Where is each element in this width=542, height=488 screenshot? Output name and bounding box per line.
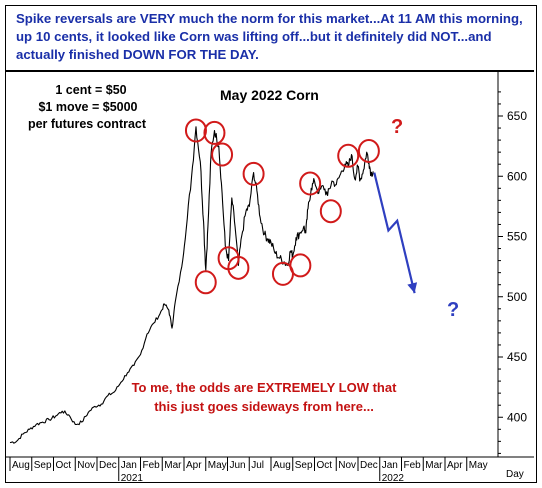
month-label: Jul xyxy=(251,460,264,471)
month-label: Aug xyxy=(273,460,291,471)
commentary-banner: Spike reversals are VERY much the norm f… xyxy=(6,6,534,72)
reversal-markers xyxy=(184,118,380,295)
month-label: Mar xyxy=(425,460,443,471)
month-label: Jan xyxy=(382,460,398,471)
y-tick-label: 500 xyxy=(507,290,527,304)
month-label: Sep xyxy=(295,460,313,471)
reversal-circle-low xyxy=(194,270,217,295)
y-tick-label: 600 xyxy=(507,169,527,183)
reversal-circle-high xyxy=(203,120,226,145)
warning-line-1: To me, the odds are EXTREMELY LOW that xyxy=(131,380,397,395)
banner-segment-5: DOWN FOR THE DAY xyxy=(123,47,256,62)
banner-segment-2: much the norm for this market...At 11 AM… xyxy=(16,11,523,44)
reversal-circle-high xyxy=(184,118,207,143)
month-label: Dec xyxy=(99,460,117,471)
banner-segment-0: Spike reversals are xyxy=(16,11,140,26)
banner-segment-1: VERY xyxy=(139,11,176,26)
y-tick-label: 550 xyxy=(507,230,527,244)
bottom-question-mark: ? xyxy=(447,299,460,321)
month-label: May xyxy=(469,460,488,471)
x-axis-label: Day xyxy=(506,469,524,480)
contract-note-line-1: 1 cent = $50 xyxy=(55,83,127,97)
month-label: Feb xyxy=(404,460,422,471)
month-label: Jan xyxy=(121,460,137,471)
month-label: Jun xyxy=(230,460,246,471)
banner-segment-4: ...and actually finished xyxy=(16,29,492,62)
month-label: Dec xyxy=(360,460,378,471)
reversal-circle-low xyxy=(227,255,250,280)
y-tick-label: 450 xyxy=(507,350,527,364)
month-label: Oct xyxy=(56,460,72,471)
banner-segment-3: NOT xyxy=(430,29,458,44)
reversal-circle-high xyxy=(242,161,265,186)
projection-line xyxy=(373,172,416,294)
commentary-text: Spike reversals are VERY much the norm f… xyxy=(16,10,528,64)
y-tick-label: 650 xyxy=(507,109,527,123)
contract-note-line-3: per futures contract xyxy=(27,117,147,131)
warning-line-2: this just goes sideways from here... xyxy=(154,399,374,414)
chart-title: May 2022 Corn xyxy=(220,87,319,103)
month-label: Nov xyxy=(77,460,95,471)
price-series xyxy=(9,126,374,444)
projection-series xyxy=(373,172,418,294)
y-tick-label: 400 xyxy=(507,410,527,424)
price-line xyxy=(9,126,374,444)
reversal-circle-low xyxy=(319,199,342,224)
month-label: Mar xyxy=(164,460,182,471)
projection-arrowhead xyxy=(407,282,418,294)
month-label: Apr xyxy=(186,460,202,471)
top-question-mark: ? xyxy=(391,116,404,138)
year-label: 2022 xyxy=(382,473,405,481)
month-label: Apr xyxy=(447,460,463,471)
month-label: Oct xyxy=(317,460,333,471)
reversal-circle-high xyxy=(211,142,234,167)
month-label: May xyxy=(208,460,227,471)
month-label: Feb xyxy=(143,460,161,471)
reversal-circle-high xyxy=(357,138,380,163)
chart-frame: Spike reversals are VERY much the norm f… xyxy=(5,5,537,483)
reversal-circle-low xyxy=(289,253,312,278)
contract-note-line-2: $1 move = $5000 xyxy=(38,100,138,114)
month-label: Sep xyxy=(34,460,52,471)
banner-segment-6: . xyxy=(255,47,259,62)
reversal-circle-high xyxy=(299,171,322,196)
month-label: Nov xyxy=(338,460,356,471)
year-label: 2021 xyxy=(121,473,144,481)
reversal-circle-high xyxy=(337,143,360,168)
month-label: Aug xyxy=(12,460,30,471)
